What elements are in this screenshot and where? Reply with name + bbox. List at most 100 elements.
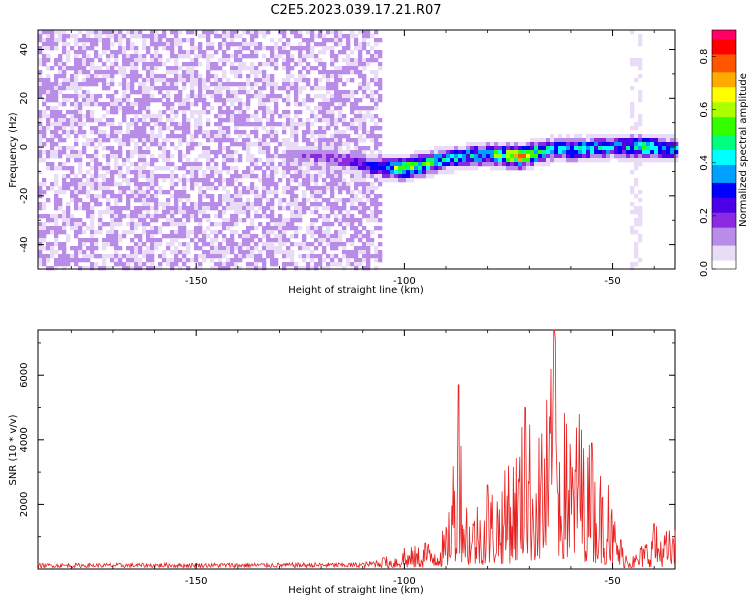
spectrogram-cell: [166, 118, 171, 123]
colorbar-step: [712, 77, 736, 82]
spectrogram-cell: [142, 250, 147, 255]
spectrogram-cell: [98, 94, 103, 99]
spectrogram-cell: [62, 178, 67, 183]
spectrogram-cell: [366, 186, 371, 191]
spectrogram-cell: [298, 174, 303, 179]
spectrogram-cell: [302, 74, 307, 79]
spectrogram-cell: [642, 154, 647, 159]
spectrogram-cell: [530, 142, 535, 147]
spectrogram-cell: [114, 34, 119, 39]
spectrogram-cell: [62, 226, 67, 231]
spectrogram-cell: [210, 266, 215, 271]
spectrogram-cell: [350, 158, 355, 163]
spectrogram-cell: [62, 258, 67, 263]
spectrogram-cell: [38, 34, 43, 39]
spectrogram-cell: [178, 46, 183, 51]
spectrogram-cell: [422, 174, 427, 179]
spectrogram-cell: [58, 90, 63, 95]
spectrogram-cell: [70, 214, 75, 219]
spectrogram-cell: [250, 66, 255, 71]
spectrogram-cell: [258, 178, 263, 183]
spectrogram-cell: [214, 166, 219, 171]
spectrogram-cell: [606, 150, 611, 155]
spectrogram-cell: [150, 258, 155, 263]
spectrogram-cell: [654, 146, 659, 151]
spectrogram-cell: [126, 58, 131, 63]
spectrogram-cell: [630, 210, 635, 215]
spectrogram-cell: [238, 266, 243, 271]
spectrogram-cell: [234, 254, 239, 259]
spectrogram-cell: [294, 78, 299, 83]
spectrogram-cell: [354, 206, 359, 211]
spectrogram-cell: [210, 238, 215, 243]
spectrogram-cell: [202, 202, 207, 207]
spectrogram-cell: [446, 158, 451, 163]
spectrogram-cell: [126, 98, 131, 103]
spectrogram-cell: [106, 102, 111, 107]
spectrogram-cell: [358, 122, 363, 127]
spectrogram-cell: [234, 178, 239, 183]
spectrogram-cell: [130, 154, 135, 159]
spectrogram-cell: [318, 150, 323, 155]
spectrogram-cell: [130, 210, 135, 215]
spectrogram-cell: [170, 218, 175, 223]
spectrogram-cell: [90, 234, 95, 239]
spectrogram-cell: [362, 114, 367, 119]
spectrogram-cell: [178, 198, 183, 203]
spectrogram-cell: [358, 218, 363, 223]
spectrogram-cell: [174, 254, 179, 259]
spectrogram-cell: [198, 130, 203, 135]
spectrogram-cell: [370, 130, 375, 135]
spectrogram-cell: [150, 98, 155, 103]
spectrogram-cell: [214, 74, 219, 79]
spectrogram-cell: [110, 50, 115, 55]
spectrogram-cell: [150, 170, 155, 175]
spectrogram-cell: [98, 182, 103, 187]
spectrogram-cell: [50, 82, 55, 87]
spectrogram-cell: [338, 166, 343, 171]
spectrogram-cell: [318, 34, 323, 39]
spectrogram-cell: [242, 250, 247, 255]
spectrogram-cell: [378, 66, 383, 71]
spectrogram-cell: [306, 94, 311, 99]
spectrogram-cell: [330, 242, 335, 247]
spectrogram-cell: [646, 138, 651, 143]
spectrogram-cell: [346, 250, 351, 255]
spectrogram-cell: [230, 102, 235, 107]
spectrogram-cell: [54, 90, 59, 95]
spectrogram-cell: [282, 222, 287, 227]
spectrogram-cell: [126, 186, 131, 191]
spectrogram-cell: [186, 66, 191, 71]
x-tick-label: -150: [185, 576, 208, 587]
spectrogram-cell: [106, 58, 111, 63]
spectrogram-cell: [290, 158, 295, 163]
spectrogram-cell: [186, 198, 191, 203]
spectrogram-cell: [62, 86, 67, 91]
spectrogram-cell: [294, 130, 299, 135]
spectrogram-cell: [558, 154, 563, 159]
spectrogram-cell: [54, 122, 59, 127]
spectrogram-cell: [326, 206, 331, 211]
spectrogram-cell: [378, 98, 383, 103]
spectrogram-cell: [74, 102, 79, 107]
spectrogram-cell: [234, 222, 239, 227]
spectrogram-cell: [86, 38, 91, 43]
spectrogram-cell: [270, 242, 275, 247]
spectrogram-cell: [366, 134, 371, 139]
spectrogram-cell: [142, 214, 147, 219]
spectrogram-cell: [50, 98, 55, 103]
spectrogram-cell: [186, 50, 191, 55]
colorbar-step: [712, 248, 736, 252]
spectrogram-cell: [138, 130, 143, 135]
spectrogram-cell: [630, 202, 635, 207]
spectrogram-cell: [238, 158, 243, 163]
spectrogram-cell: [250, 122, 255, 127]
spectrogram-cell: [250, 186, 255, 191]
spectrogram-cell: [106, 66, 111, 71]
spectrogram-cell: [638, 210, 643, 215]
spectrogram-cell: [322, 130, 327, 135]
spectrogram-cell: [350, 78, 355, 83]
spectrogram-cell: [530, 158, 535, 163]
spectrogram-cell: [138, 126, 143, 131]
spectrogram-cell: [454, 166, 459, 171]
